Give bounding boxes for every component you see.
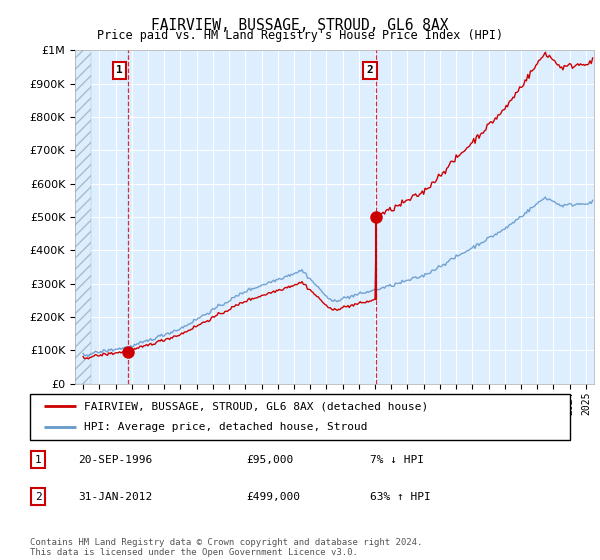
Text: 1: 1 [35, 455, 41, 465]
Text: FAIRVIEW, BUSSAGE, STROUD, GL6 8AX (detached house): FAIRVIEW, BUSSAGE, STROUD, GL6 8AX (deta… [84, 401, 428, 411]
Text: £499,000: £499,000 [246, 492, 300, 502]
Text: 1: 1 [116, 66, 123, 76]
Text: 2: 2 [35, 492, 41, 502]
Text: 63% ↑ HPI: 63% ↑ HPI [370, 492, 431, 502]
Text: HPI: Average price, detached house, Stroud: HPI: Average price, detached house, Stro… [84, 422, 367, 432]
Text: FAIRVIEW, BUSSAGE, STROUD, GL6 8AX: FAIRVIEW, BUSSAGE, STROUD, GL6 8AX [151, 18, 449, 33]
Text: Contains HM Land Registry data © Crown copyright and database right 2024.
This d: Contains HM Land Registry data © Crown c… [30, 538, 422, 557]
Text: 31-JAN-2012: 31-JAN-2012 [79, 492, 153, 502]
Text: Price paid vs. HM Land Registry's House Price Index (HPI): Price paid vs. HM Land Registry's House … [97, 29, 503, 42]
Text: 2: 2 [367, 66, 373, 76]
Polygon shape [75, 50, 91, 384]
Text: £95,000: £95,000 [246, 455, 293, 465]
Text: 7% ↓ HPI: 7% ↓ HPI [370, 455, 424, 465]
Text: 20-SEP-1996: 20-SEP-1996 [79, 455, 153, 465]
